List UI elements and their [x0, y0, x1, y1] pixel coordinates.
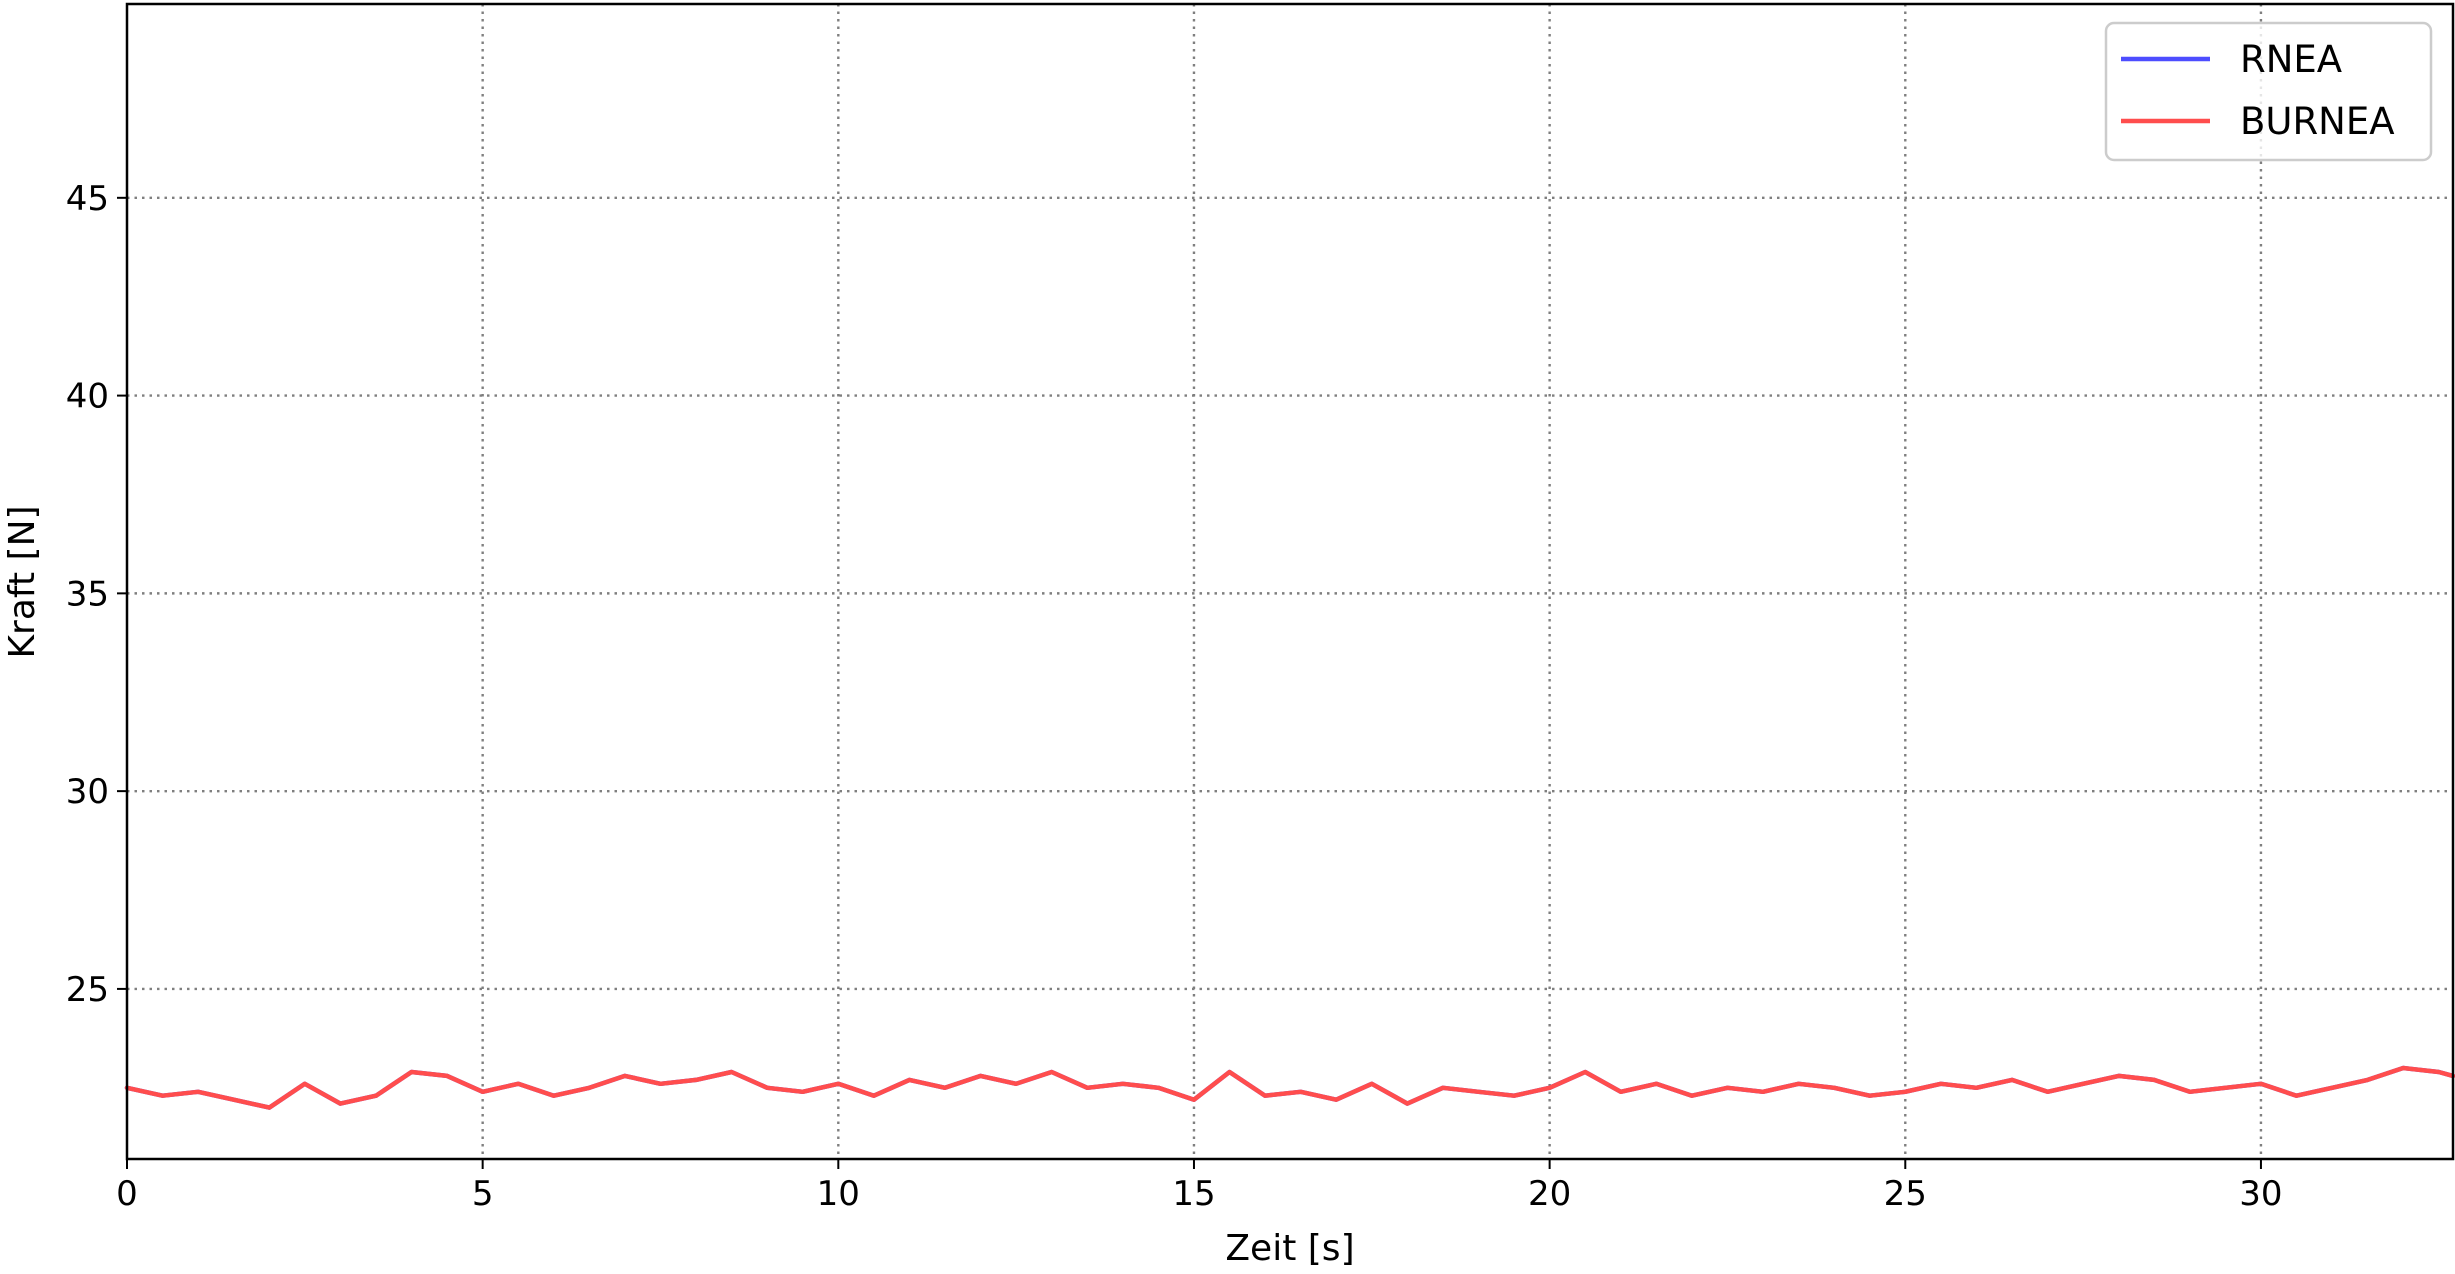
y-tick-label: 35 [66, 574, 109, 614]
x-axis-label: Zeit [s] [1225, 1228, 1354, 1269]
axis-ticks: 0 5 10 15 20 25 30 25 30 35 40 45 [66, 179, 2283, 1214]
x-tick-label: 15 [1172, 1174, 1215, 1214]
x-tick-label: 20 [1528, 1174, 1571, 1214]
legend-label-burnea: BURNEA [2240, 100, 2395, 143]
y-tick-label: 30 [66, 772, 109, 812]
legend: RNEA BURNEA [2104, 21, 2433, 162]
x-tick-label: 30 [2239, 1174, 2282, 1214]
x-tick-label: 10 [817, 1174, 860, 1214]
x-tick-label: 0 [116, 1174, 138, 1214]
y-tick-label: 25 [66, 970, 109, 1010]
y-axis-label: Kraft [N] [2, 505, 43, 658]
series-lines [124, 1065, 2455, 1110]
legend-label-rnea: RNEA [2240, 38, 2342, 81]
y-tick-label: 40 [66, 377, 109, 417]
x-tick-label: 5 [472, 1174, 494, 1214]
series-line-burnea [124, 1065, 2455, 1110]
x-tick-label: 25 [1884, 1174, 1927, 1214]
plot-frame [125, 2, 2455, 1161]
grid [127, 4, 2453, 1159]
y-tick-label: 45 [66, 179, 109, 219]
